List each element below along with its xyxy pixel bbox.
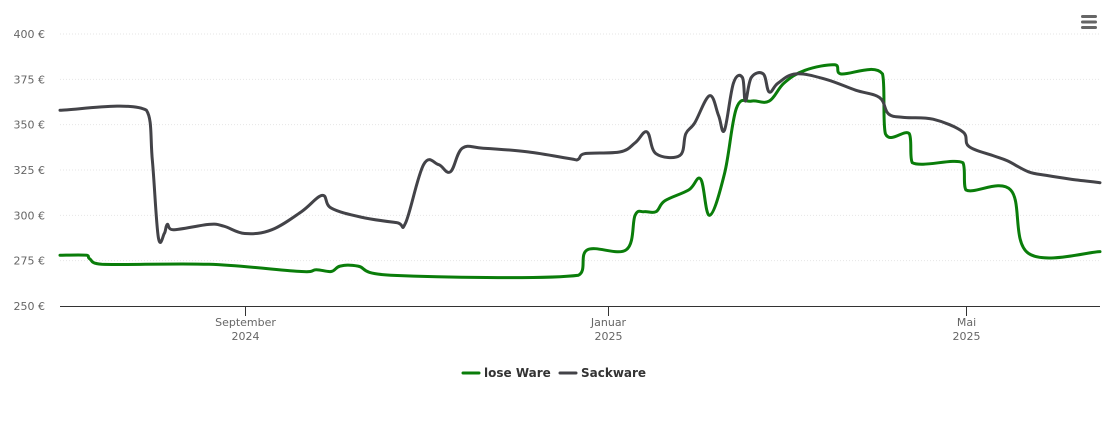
- x-tick-label-year: 2025: [595, 330, 623, 343]
- series-line-1[interactable]: [58, 63, 1102, 280]
- legend-item-1[interactable]: lose Ware: [461, 366, 551, 380]
- y-tick-label: 400 €: [14, 28, 46, 41]
- legend-label[interactable]: Sackware: [581, 366, 646, 380]
- y-tick-label: 300 €: [14, 209, 46, 222]
- y-axis: 250 € 275 € 300 € 325 € 350 € 375 € 400 €: [14, 28, 46, 313]
- y-tick-label: 375 €: [14, 73, 46, 86]
- x-tick-label-year: 2025: [953, 330, 981, 343]
- series-line-2[interactable]: [58, 71, 1102, 244]
- grid: [60, 33, 1100, 262]
- legend-label[interactable]: lose Ware: [484, 366, 551, 380]
- x-tick-label-year: 2024: [232, 330, 260, 343]
- y-tick-label: 325 €: [14, 164, 46, 177]
- x-tick-label-month: September: [215, 316, 276, 329]
- y-tick-label: 350 €: [14, 119, 46, 132]
- y-tick-label: 250 €: [14, 300, 46, 313]
- y-tick-label: 275 €: [14, 255, 46, 268]
- legend-item-2[interactable]: Sackware: [558, 366, 646, 380]
- series-group: [58, 63, 1102, 280]
- chart-menu-button[interactable]: [1080, 14, 1098, 30]
- legend: lose Ware Sackware: [461, 366, 646, 380]
- hamburger-menu-icon[interactable]: [1081, 15, 1097, 29]
- x-tick-label-month: Mai: [957, 316, 976, 329]
- x-tick-label-month: Januar: [590, 316, 627, 329]
